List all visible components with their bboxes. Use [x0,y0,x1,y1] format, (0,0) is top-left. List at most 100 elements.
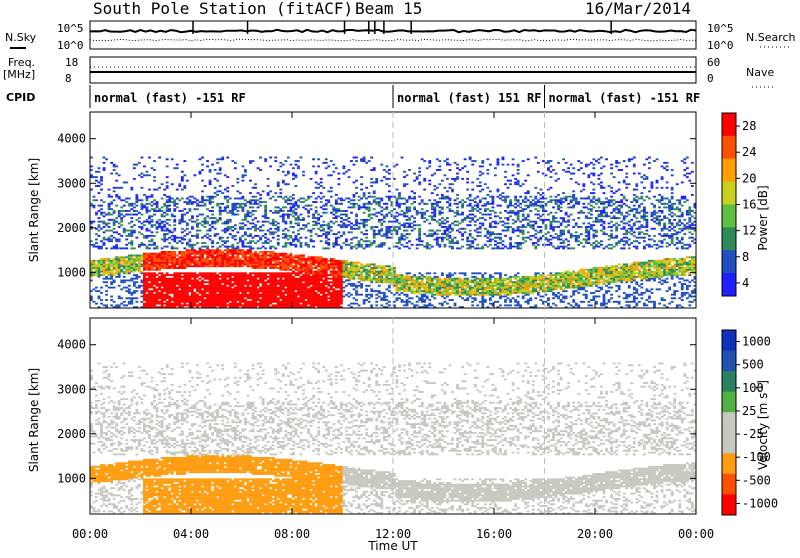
power-cell [337,292,340,294]
power-cell [161,183,164,185]
power-cell [151,287,154,289]
power-cell [239,283,242,285]
power-cell [320,287,323,289]
power-cell [188,290,191,292]
power-cell [247,296,250,298]
beam-title: Beam 15 [355,0,422,18]
power-cell [178,296,181,298]
power-cell [355,221,358,223]
power-cell [188,255,191,257]
power-cell [413,221,416,223]
power-cell [431,285,434,287]
power-cell [302,201,305,203]
power-cell [110,263,113,265]
power-cell [105,276,108,278]
power-cell [302,301,305,303]
power-cell [454,224,457,226]
power-cell [161,288,164,290]
power-cell [158,187,161,189]
power-cell [226,219,229,221]
power-cell [252,226,255,228]
power-cell [161,198,164,200]
power-cell [236,299,239,301]
power-cell [181,258,184,260]
power-cell [141,279,144,281]
power-cell [295,303,298,305]
power-cell [168,304,171,306]
power-cell [428,278,431,280]
power-cell [277,222,280,224]
power-cell [332,242,335,244]
power-cell [178,265,181,267]
power-cell [279,267,282,269]
power-cell [300,299,303,301]
power-cell [446,162,449,164]
power-cell [153,224,156,226]
power-cell [143,283,146,285]
power-cell [226,206,229,208]
power-cell [226,265,229,267]
power-cell [236,283,239,285]
power-cell [133,271,136,273]
power-cell [264,212,267,214]
power-cell [355,203,358,205]
power-cell [284,258,287,260]
power-cell [181,297,184,299]
power-cell [173,290,176,292]
power-cell [156,281,159,283]
power-cell [337,276,340,278]
power-cell [115,272,118,274]
power-cell [231,251,234,253]
power-cell [378,279,381,281]
power-cell [191,281,194,283]
power-cell [350,206,353,208]
power-cell [110,247,113,249]
power-cell [183,296,186,298]
power-cell [146,269,149,271]
power-cell [262,251,265,253]
power-cell [264,256,267,258]
power-cell [378,231,381,233]
power-cell [396,279,399,281]
power-cell [214,297,217,299]
power-cell [315,221,318,223]
power-cell [188,239,191,241]
power-cell [214,272,217,274]
power-cell [438,219,441,221]
power-cell [239,192,242,194]
power-cell [264,263,267,265]
power-cell [231,253,234,255]
power-cell [297,167,300,169]
power-cell [277,255,280,257]
power-cell [168,290,171,292]
power-cell [130,260,133,262]
power-cell [156,256,159,258]
power-cell [234,258,237,260]
power-cell [214,251,217,253]
power-cell [378,292,381,294]
power-cell [221,253,224,255]
power-cell [332,271,335,273]
power-cell [259,226,262,228]
power-cell [216,288,219,290]
power-cell [211,221,214,223]
power-cell [95,260,98,262]
power-cell [188,231,191,233]
power-cell [105,214,108,216]
power-cell [282,171,285,173]
power-cell [431,235,434,237]
power-cell [143,274,146,276]
power-cell [373,201,376,203]
power-cell [163,251,166,253]
power-cell [120,279,123,281]
power-cell [312,301,315,303]
power-cell [115,263,118,265]
power-cell [368,265,371,267]
power-cell [340,214,343,216]
power-cell [115,247,118,249]
power-cell [269,283,272,285]
power-cell [173,262,176,264]
power-cell [216,278,219,280]
power-cell [110,281,113,283]
power-cell [370,178,373,180]
